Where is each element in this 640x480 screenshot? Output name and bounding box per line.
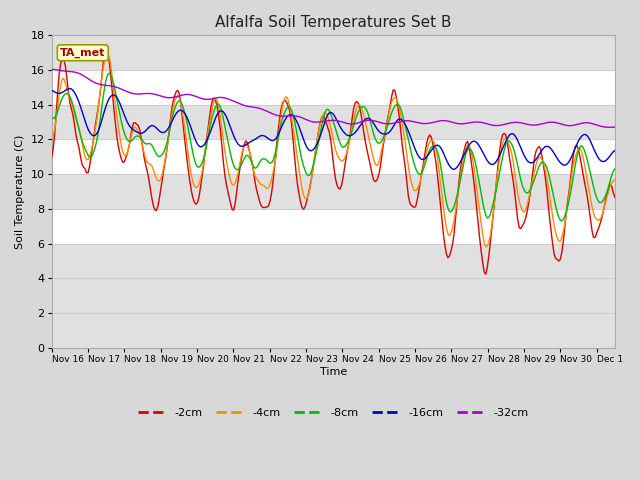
Bar	[52, 70, 615, 105]
Bar	[52, 140, 615, 174]
Bar	[52, 36, 615, 244]
Title: Alfalfa Soil Temperatures Set B: Alfalfa Soil Temperatures Set B	[215, 15, 451, 30]
Text: TA_met: TA_met	[60, 48, 106, 58]
Bar	[52, 244, 615, 348]
Bar	[52, 174, 615, 209]
X-axis label: Time: Time	[319, 367, 347, 376]
Bar	[52, 209, 615, 244]
Bar	[52, 105, 615, 140]
Legend: -2cm, -4cm, -8cm, -16cm, -32cm: -2cm, -4cm, -8cm, -16cm, -32cm	[133, 403, 533, 422]
Y-axis label: Soil Temperature (C): Soil Temperature (C)	[15, 134, 25, 249]
Bar	[52, 36, 615, 70]
